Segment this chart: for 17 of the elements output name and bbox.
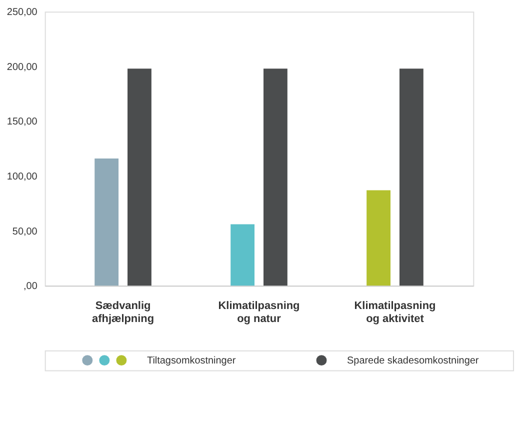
bar — [94, 158, 119, 286]
y-tick-label: 100,00 — [6, 172, 38, 183]
y-tick-label: ,00 — [24, 281, 38, 292]
x-tick-label: Klimatilpasning og aktivitet — [354, 300, 436, 325]
legend-label: Sparede skadesomkostninger — [347, 355, 480, 366]
x-tick-label: Sædvanlig afhjælpning — [92, 300, 154, 325]
bar — [399, 68, 424, 286]
x-tick-label: Klimatilpasning og natur — [218, 300, 300, 325]
y-tick-label: 200,00 — [6, 62, 38, 73]
bar — [128, 68, 152, 286]
y-tick-label: 50,00 — [12, 226, 38, 238]
legend-label: Tiltagsomkostninger — [146, 355, 236, 366]
y-tick-label: 150,00 — [6, 116, 38, 128]
bar — [264, 68, 288, 286]
bar — [366, 190, 390, 286]
y-tick-label: 250,00 — [6, 7, 38, 18]
bar — [230, 224, 255, 286]
